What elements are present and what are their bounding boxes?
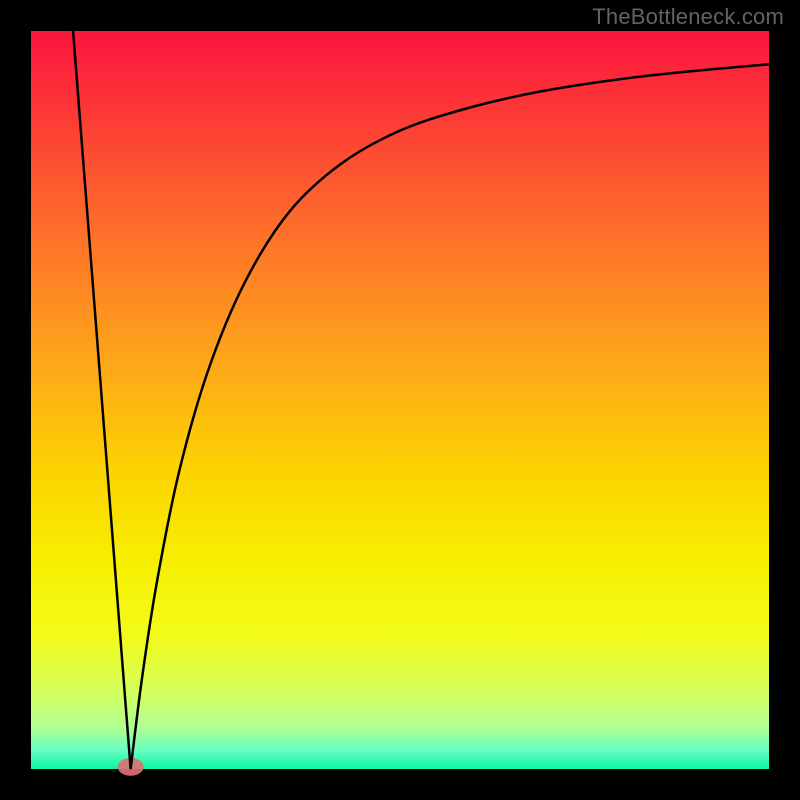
watermark-text: TheBottleneck.com bbox=[592, 4, 784, 30]
plot-background bbox=[31, 31, 769, 769]
chart-container: TheBottleneck.com bbox=[0, 0, 800, 800]
bottleneck-chart bbox=[0, 0, 800, 800]
